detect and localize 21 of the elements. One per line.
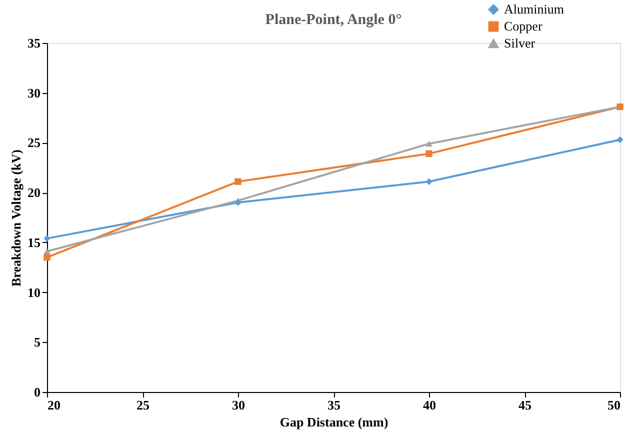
y-tick-label: 30 (28, 85, 40, 100)
legend-label: Aluminium (504, 2, 564, 16)
x-tick-label: 40 (423, 398, 436, 412)
y-tick-label: 25 (28, 135, 41, 150)
y-tick-label: 0 (34, 384, 40, 400)
y-tick-label: 35 (28, 36, 41, 50)
legend-label: Silver (504, 36, 536, 50)
x-tick-label: 50 (608, 398, 620, 412)
y-tick-label: 10 (28, 284, 40, 300)
x-tick-label: 35 (328, 398, 341, 412)
x-tick-label: 25 (136, 398, 150, 412)
x-tick-label: 30 (232, 398, 245, 412)
x-tick-label: 20 (48, 398, 60, 412)
legend-label: Copper (504, 18, 543, 34)
x-axis-title: Gap Distance (mm) (280, 414, 388, 430)
y-tick-label: 5 (34, 334, 41, 350)
y-tick-label: 20 (28, 185, 40, 200)
y-tick-label: 15 (28, 234, 41, 250)
y-axis-title: Breakdown Voltage (kV) (8, 149, 24, 287)
x-tick-label: 45 (518, 398, 532, 412)
chart-title: Plane-Point, Angle 0° (265, 12, 402, 28)
